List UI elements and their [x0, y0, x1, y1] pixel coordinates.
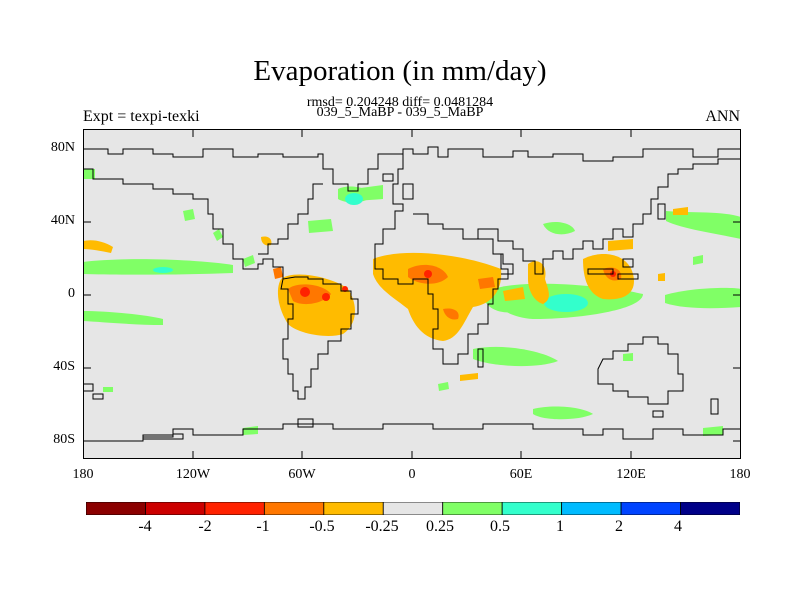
- lon-label-180w: 180: [72, 467, 94, 482]
- experiment-label: Expt = texpi-texki: [83, 108, 200, 125]
- season-label: ANN: [705, 108, 740, 125]
- colorbar-svg: [86, 502, 740, 515]
- lon-label-60e: 60E: [509, 467, 533, 482]
- colorbar-swatch: [561, 502, 622, 515]
- colorbar-label: -2: [198, 518, 212, 535]
- lon-label-0: 0: [408, 467, 416, 482]
- tick-marks: [83, 129, 741, 459]
- colorbar-label: 4: [674, 518, 682, 535]
- colorbar-label: -4: [138, 518, 152, 535]
- map-panel: [83, 129, 741, 459]
- lon-label-120e: 120E: [616, 467, 646, 482]
- lat-label-40n: 40N: [50, 213, 75, 228]
- colorbar-swatch: [501, 502, 563, 515]
- colorbar-swatch: [86, 502, 146, 515]
- colorbar-label: 2: [615, 518, 623, 535]
- colorbar-label: -0.5: [309, 518, 335, 535]
- colorbar-swatch: [145, 502, 206, 515]
- lon-label-60w: 60W: [288, 467, 316, 482]
- lat-label-40s: 40S: [53, 359, 75, 374]
- colorbar-label: -0.25: [365, 518, 399, 535]
- chart-title: Evaporation (in mm/day): [253, 55, 547, 87]
- colorbar: [86, 502, 740, 515]
- colorbar-label: 0.25: [426, 518, 454, 535]
- colorbar-swatch: [204, 502, 265, 515]
- colorbar-label: 1: [556, 518, 564, 535]
- colorbar-swatch: [620, 502, 681, 515]
- colorbar-swatch: [680, 502, 740, 515]
- chart-subtitle: 039_5_MaBP - 039_5_MaBP: [316, 105, 484, 120]
- colorbar-label: -1: [256, 518, 270, 535]
- map-svg: [83, 129, 741, 459]
- colorbar-label: 0.5: [490, 518, 510, 535]
- strong-positive-regions: [153, 193, 588, 312]
- colorbar-swatch: [382, 502, 444, 515]
- colorbar-swatch: [442, 502, 503, 515]
- stats-line: rmsd= 0.204248 diff= 0.0481284: [306, 95, 494, 110]
- coastlines: [83, 146, 741, 442]
- lat-label-0: 0: [68, 286, 75, 301]
- lat-label-80n: 80N: [50, 140, 75, 155]
- colorbar-swatch: [323, 502, 384, 515]
- colorbar-swatch: [263, 502, 325, 515]
- lon-label-120w: 120W: [175, 467, 211, 482]
- lon-label-180e: 180: [729, 467, 751, 482]
- lat-label-80s: 80S: [53, 432, 75, 447]
